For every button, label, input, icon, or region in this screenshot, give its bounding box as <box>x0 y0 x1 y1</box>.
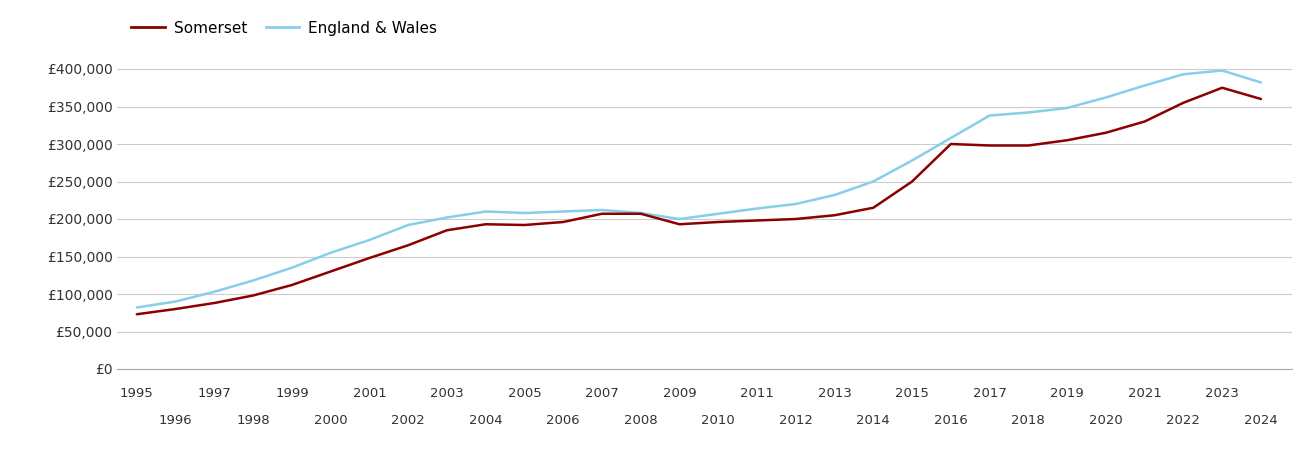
Text: 2003: 2003 <box>431 387 463 400</box>
Text: 2006: 2006 <box>547 414 579 427</box>
Text: 2001: 2001 <box>352 387 386 400</box>
Text: 2011: 2011 <box>740 387 774 400</box>
Text: 2013: 2013 <box>818 387 851 400</box>
Text: 2010: 2010 <box>701 414 735 427</box>
Text: 1997: 1997 <box>197 387 231 400</box>
Text: 2018: 2018 <box>1011 414 1045 427</box>
Text: 1998: 1998 <box>236 414 270 427</box>
Text: 2021: 2021 <box>1128 387 1161 400</box>
Text: 1996: 1996 <box>159 414 192 427</box>
Text: 2000: 2000 <box>313 414 347 427</box>
Text: 2019: 2019 <box>1051 387 1084 400</box>
Text: 2022: 2022 <box>1167 414 1201 427</box>
Text: 2008: 2008 <box>624 414 658 427</box>
Text: 2012: 2012 <box>779 414 813 427</box>
Text: 2009: 2009 <box>663 387 697 400</box>
Text: 2023: 2023 <box>1206 387 1240 400</box>
Text: 2014: 2014 <box>856 414 890 427</box>
Text: 2002: 2002 <box>392 414 425 427</box>
Text: 1995: 1995 <box>120 387 154 400</box>
Text: 2004: 2004 <box>468 414 502 427</box>
Text: 2020: 2020 <box>1088 414 1122 427</box>
Text: 2024: 2024 <box>1244 414 1278 427</box>
Text: 2015: 2015 <box>895 387 929 400</box>
Text: 2007: 2007 <box>585 387 619 400</box>
Text: 2017: 2017 <box>972 387 1006 400</box>
Text: 2016: 2016 <box>934 414 968 427</box>
Text: 1999: 1999 <box>275 387 309 400</box>
Legend: Somerset, England & Wales: Somerset, England & Wales <box>125 14 444 41</box>
Text: 2005: 2005 <box>508 387 542 400</box>
